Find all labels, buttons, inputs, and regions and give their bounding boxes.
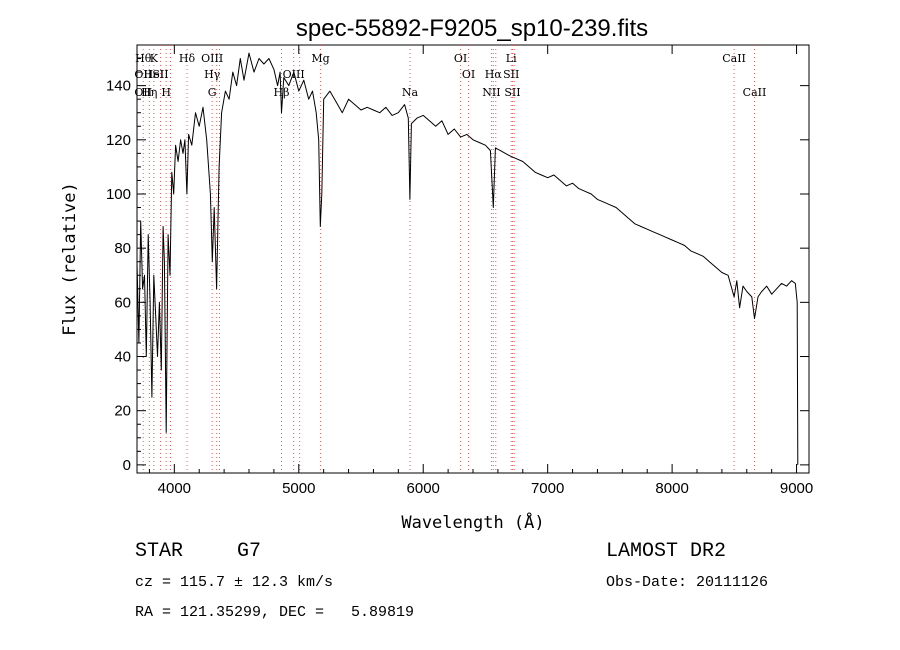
line-marker-label: K bbox=[150, 52, 159, 65]
line-marker-label: SII bbox=[152, 68, 168, 81]
x-tick-label: 4000 bbox=[158, 480, 191, 497]
line-marker-label: Hβ bbox=[274, 86, 290, 99]
line-marker-label: Mg bbox=[311, 52, 329, 65]
line-marker-label: OIII bbox=[283, 68, 305, 81]
line-marker-label: SII bbox=[503, 68, 519, 81]
spectrum-line-0 bbox=[136, 52, 799, 465]
line-marker-label: HeI bbox=[144, 68, 164, 81]
y-tick-label: 120 bbox=[106, 132, 131, 149]
chart-title: spec-55892-F9205_sp10-239.fits bbox=[296, 15, 648, 42]
y-tick-label: 140 bbox=[106, 78, 131, 95]
class-label: STAR bbox=[135, 540, 184, 563]
subclass-label: G7 bbox=[237, 540, 262, 563]
line-marker-label: OI bbox=[462, 68, 475, 81]
line-marker-label: NII bbox=[482, 86, 500, 99]
line-marker-label: OI bbox=[454, 52, 467, 65]
line-marker-label: OII bbox=[134, 68, 152, 81]
line-marker-label: Li bbox=[506, 52, 517, 65]
x-tick-label: 8000 bbox=[655, 480, 688, 497]
y-tick-label: 40 bbox=[114, 349, 131, 366]
y-tick-label: 60 bbox=[114, 294, 131, 311]
x-tick-label: 7000 bbox=[531, 480, 564, 497]
line-markers bbox=[142, 45, 755, 473]
axis-ticks: 4000 5000 6000 7000 8000 9000 0 20 40 60 80 100 120 1… bbox=[106, 45, 813, 497]
line-marker-label: CaII bbox=[743, 86, 767, 99]
line-marker-label: OII bbox=[134, 86, 152, 99]
line-marker-label: Na bbox=[402, 86, 419, 99]
spectrum-series bbox=[136, 52, 799, 465]
plot-frame bbox=[136, 44, 810, 474]
line-marker-label: G bbox=[208, 86, 217, 99]
x-tick-label: 5000 bbox=[282, 480, 315, 497]
line-marker-label: Hα bbox=[485, 68, 503, 81]
y-tick-label: 0 bbox=[123, 457, 131, 474]
y-tick-label: 100 bbox=[106, 186, 131, 203]
obs-date-text: Obs-Date: 20111126 bbox=[606, 574, 769, 591]
line-marker-label: Hδ bbox=[179, 52, 196, 65]
y-axis-label: Flux (relative) bbox=[60, 182, 80, 336]
y-tick-label: 20 bbox=[114, 403, 131, 420]
y-tick-label: 80 bbox=[114, 240, 131, 257]
line-marker-label: OIII bbox=[201, 52, 223, 65]
x-tick-label: 9000 bbox=[780, 480, 813, 497]
x-tick-label: 6000 bbox=[407, 480, 440, 497]
line-marker-label: SII bbox=[504, 86, 520, 99]
line-marker-label: H bbox=[161, 86, 171, 99]
x-axis-label: Wavelength (Å) bbox=[401, 511, 544, 533]
line-marker-label: Hη bbox=[141, 86, 157, 99]
redshift-text: cz = 115.7 ± 12.3 km/s bbox=[135, 574, 334, 591]
line-marker-label: Hθ bbox=[135, 52, 152, 65]
line-marker-label: CaII bbox=[722, 52, 746, 65]
line-marker-label: Hγ bbox=[204, 68, 221, 81]
survey-label: LAMOST DR2 bbox=[606, 540, 727, 563]
coordinates-text: RA = 121.35299, DEC = 5.89819 bbox=[135, 604, 415, 621]
